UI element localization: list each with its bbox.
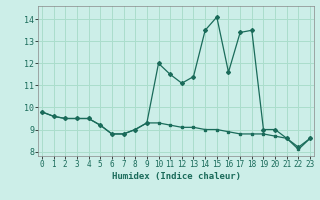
X-axis label: Humidex (Indice chaleur): Humidex (Indice chaleur) bbox=[111, 172, 241, 181]
